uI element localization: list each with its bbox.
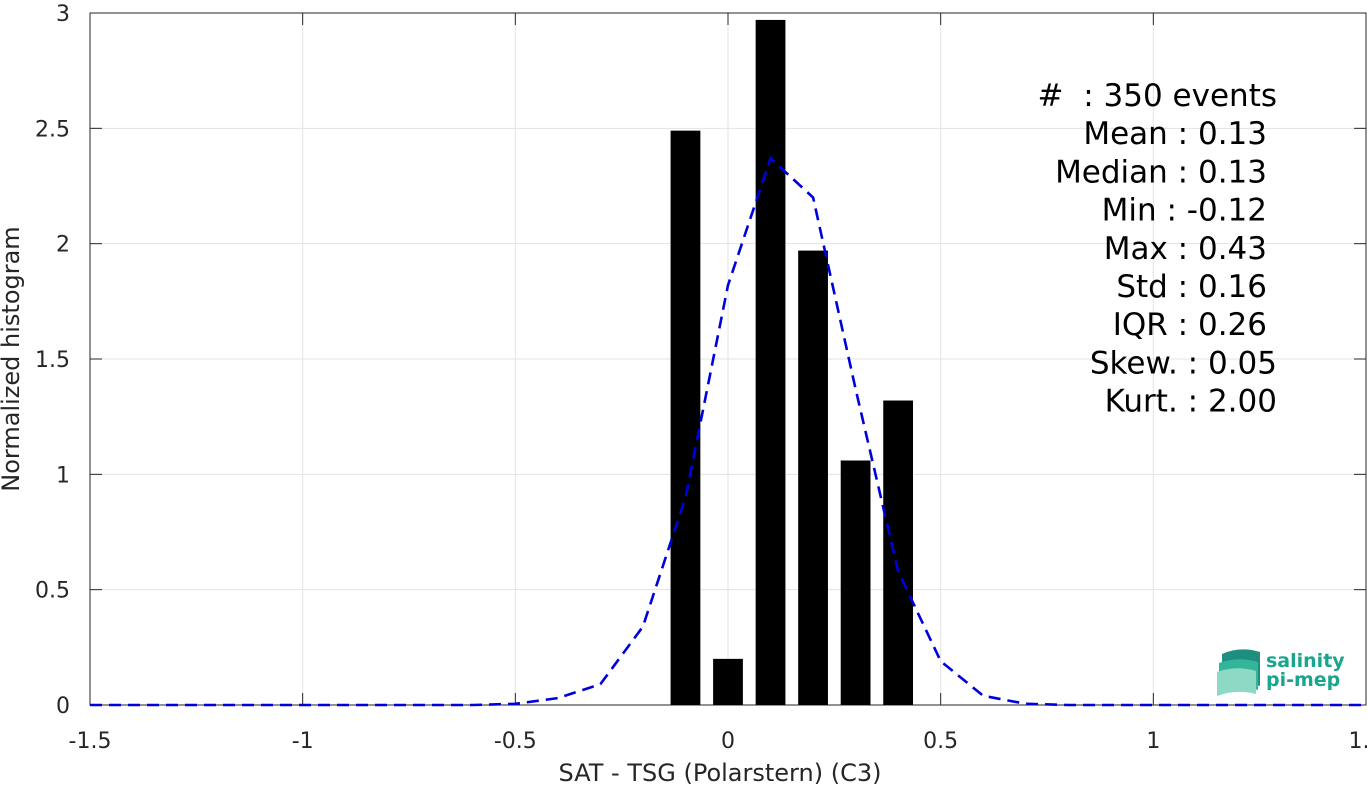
y-tick-labels: 0 0.5 1 1.5 2 2.5 3 (35, 2, 70, 719)
histogram-bar (670, 130, 701, 705)
stat-line: # : 350 events (1038, 78, 1277, 114)
stat-line: Max : 0.43 (1104, 231, 1267, 267)
y-tick-label: 2.5 (35, 117, 70, 142)
x-tick-label: 1.5 (1349, 729, 1367, 754)
histogram-bar (713, 658, 743, 705)
stat-line: Mean : 0.13 (1083, 116, 1267, 152)
histogram-bar (798, 250, 828, 705)
histogram-bar (840, 460, 871, 705)
gaussian-fit-curve (90, 155, 1366, 707)
x-tick-label: 0 (721, 729, 735, 754)
y-axis-label: Normalized histogram (0, 226, 25, 491)
stat-line: Skew. : 0.05 (1090, 345, 1277, 381)
stat-line: Std : 0.16 (1116, 269, 1267, 305)
stat-line: Kurt. : 2.00 (1105, 384, 1277, 420)
x-tick-label: -0.5 (494, 729, 537, 754)
x-tick-label: -1.5 (69, 729, 112, 754)
y-tick-label: 1 (56, 463, 70, 488)
y-tick-label: 2 (56, 233, 70, 258)
logo-line-2: pi-mep (1266, 669, 1340, 691)
y-tick-label: 1.5 (35, 348, 70, 373)
stat-line: IQR : 0.26 (1113, 307, 1267, 343)
wave-stack-icon (1217, 649, 1260, 696)
x-axis-label: SAT - TSG (Polarstern) (C3) (559, 759, 882, 785)
y-tick-label: 0 (56, 694, 70, 719)
x-tick-label: -1 (292, 729, 314, 754)
y-tick-label: 0.5 (35, 579, 70, 604)
histogram-bar (883, 400, 914, 705)
logo-line-1: salinity (1266, 650, 1345, 672)
y-tick-label: 3 (56, 2, 70, 27)
salinity-pi-mep-logo: salinity pi-mep (1217, 649, 1345, 696)
stat-line: Median : 0.13 (1055, 154, 1267, 190)
x-tick-labels: -1.5 -1 -0.5 0 0.5 1 1.5 (69, 729, 1367, 754)
histogram-bar (755, 19, 786, 706)
stat-line: Min : -0.12 (1102, 193, 1267, 229)
histogram-bars (670, 19, 914, 706)
x-tick-label: 1 (1146, 729, 1160, 754)
x-tick-label: 0.5 (923, 729, 958, 754)
